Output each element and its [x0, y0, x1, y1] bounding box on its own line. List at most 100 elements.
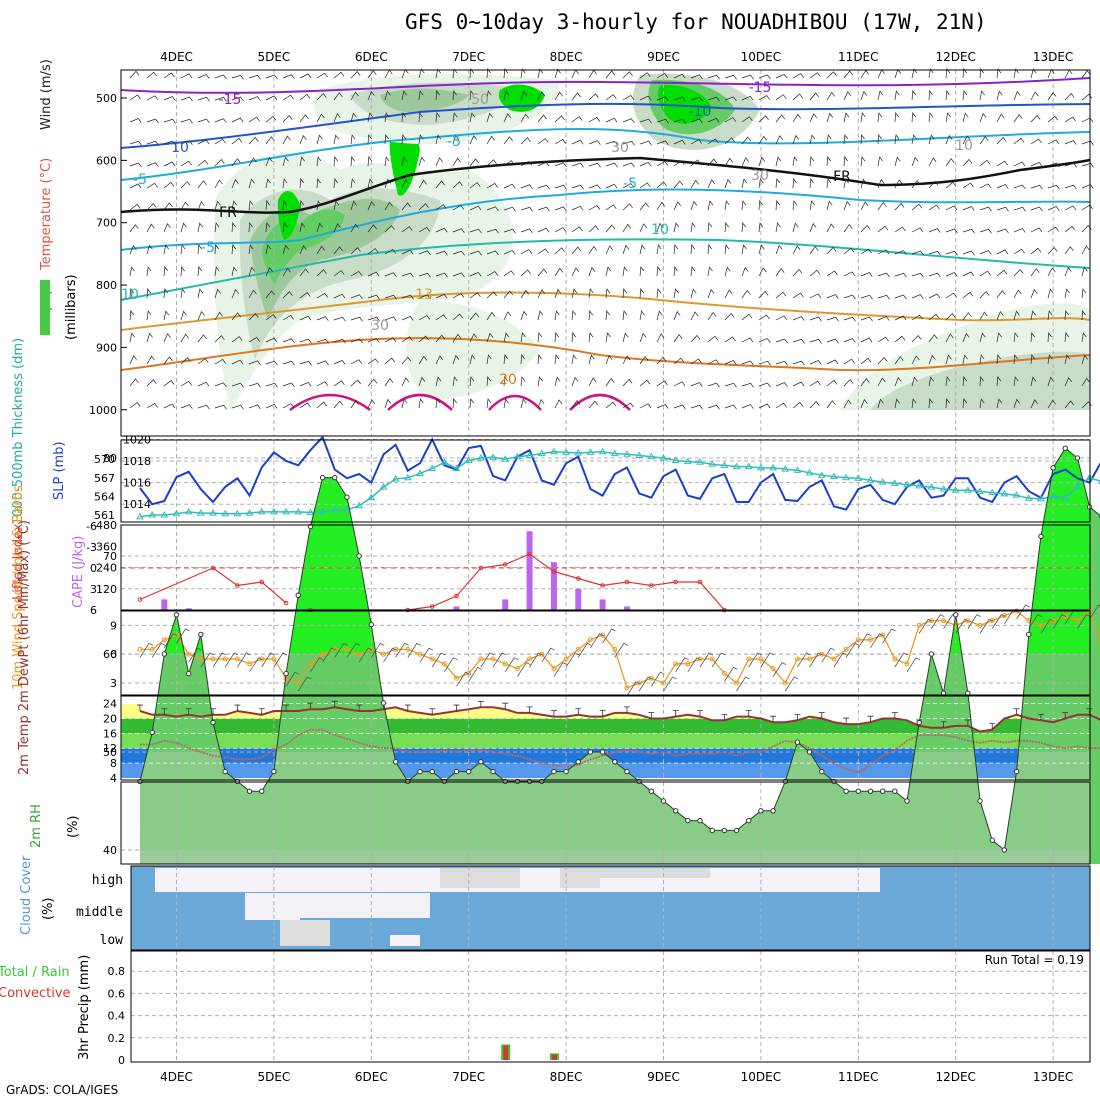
wind-barb — [265, 136, 275, 145]
wind-barb — [197, 159, 209, 167]
contour-label: -5 — [133, 172, 147, 188]
wind-speed-marker — [478, 656, 484, 662]
wind-barb — [452, 354, 460, 365]
wind-barb — [622, 355, 631, 365]
wind-barb — [622, 95, 635, 101]
thickness-marker — [550, 447, 558, 455]
wind-barb — [809, 134, 816, 145]
wind-barb — [656, 310, 663, 321]
wind-barb — [146, 71, 158, 79]
wind-barb — [571, 139, 584, 145]
wind-barb — [282, 222, 288, 233]
thickness-marker — [294, 507, 303, 515]
wind-barb — [435, 293, 448, 299]
wind-speed-marker — [332, 646, 338, 652]
wind-barb — [282, 156, 289, 167]
wind-barb — [928, 90, 933, 101]
wind-speed-marker — [600, 632, 606, 638]
wind-barb — [1047, 376, 1054, 387]
wind-barb — [928, 376, 934, 387]
wind-barb — [588, 400, 599, 409]
wind-barb — [650, 671, 665, 687]
wind-barb — [1081, 245, 1090, 255]
wind-barb — [967, 614, 982, 629]
panel-frame-inst — [120, 524, 1091, 611]
wind-barb — [282, 135, 291, 145]
wind-barb — [316, 360, 329, 366]
y-tick-li: 6 — [90, 604, 97, 617]
rh2m-marker — [1013, 768, 1020, 775]
wind-barb — [656, 356, 667, 365]
wind-barb — [212, 652, 227, 668]
wind-barb — [748, 652, 762, 668]
wind-barb — [945, 398, 950, 409]
wind-barb — [882, 628, 896, 644]
wind-barb — [1013, 114, 1023, 123]
wind-barb — [673, 404, 686, 410]
wind-barb — [894, 202, 905, 211]
wind-barb — [214, 96, 227, 102]
wind-barb — [758, 382, 771, 388]
wind-barb — [690, 74, 703, 80]
wind-barb — [945, 112, 951, 123]
wind-speed-marker — [880, 632, 886, 638]
wind-barb — [520, 68, 526, 79]
wind-barb — [741, 337, 754, 343]
contour-label: -10 — [689, 104, 712, 120]
x-tick-bottom-5DEC: 5DEC — [257, 1070, 290, 1084]
wind-barb — [843, 156, 848, 167]
wind-speed-marker — [941, 618, 947, 624]
wind-barb — [282, 200, 287, 211]
wind-barb — [265, 244, 272, 255]
wind-barb — [760, 652, 775, 668]
wind-barb — [231, 244, 237, 255]
wind-barb — [605, 332, 611, 343]
contour-label: 13 — [415, 287, 433, 303]
wind-barb — [537, 376, 543, 387]
rh2m-marker — [1050, 465, 1056, 471]
wind-barb — [571, 267, 580, 277]
wind-barb — [945, 205, 958, 211]
y-tick-label: 80 — [103, 452, 117, 465]
wind-barb — [945, 272, 958, 277]
wind-barb — [809, 246, 819, 255]
dewpt-line — [140, 728, 1100, 774]
wind-barb — [350, 200, 357, 211]
wind-barb — [809, 380, 821, 387]
wind-barb — [231, 359, 244, 365]
wind-barb — [775, 73, 788, 79]
wind-barb — [945, 181, 957, 189]
wind-barb — [758, 244, 765, 255]
wind-barb — [588, 245, 598, 255]
li-marker — [259, 579, 265, 585]
wind-barb — [248, 222, 253, 233]
wind-barb — [639, 332, 647, 343]
x-tick-top-8DEC: 8DEC — [550, 50, 583, 64]
wind-barb — [419, 647, 434, 663]
wind-barb — [129, 203, 141, 211]
wind-barb — [1081, 332, 1087, 343]
wind-barb — [537, 227, 550, 233]
wind-barb — [724, 74, 737, 80]
wind-barb — [384, 201, 393, 211]
wind-barb — [163, 140, 176, 146]
contour-label: -5 — [447, 134, 461, 150]
li-marker — [137, 597, 143, 602]
wind-barb — [894, 179, 903, 189]
wind-speed-marker — [758, 656, 764, 662]
wind-barb — [673, 180, 684, 189]
wind-barb — [1047, 246, 1058, 255]
wind-barb — [707, 244, 712, 255]
wind-barb — [333, 71, 345, 79]
wind-barb — [367, 112, 373, 123]
ylabel-cape: CAPE (J/kg) — [71, 536, 86, 608]
wind-barb — [139, 642, 154, 658]
wind-barb — [452, 90, 457, 101]
wind-barb — [758, 156, 766, 167]
wind-barb — [699, 652, 714, 668]
wind-barb — [724, 200, 730, 211]
wind-barb — [707, 200, 714, 211]
y-tick-precip: 0.6 — [108, 987, 126, 1000]
thickness-marker — [306, 508, 315, 516]
wind-barb — [554, 247, 565, 255]
